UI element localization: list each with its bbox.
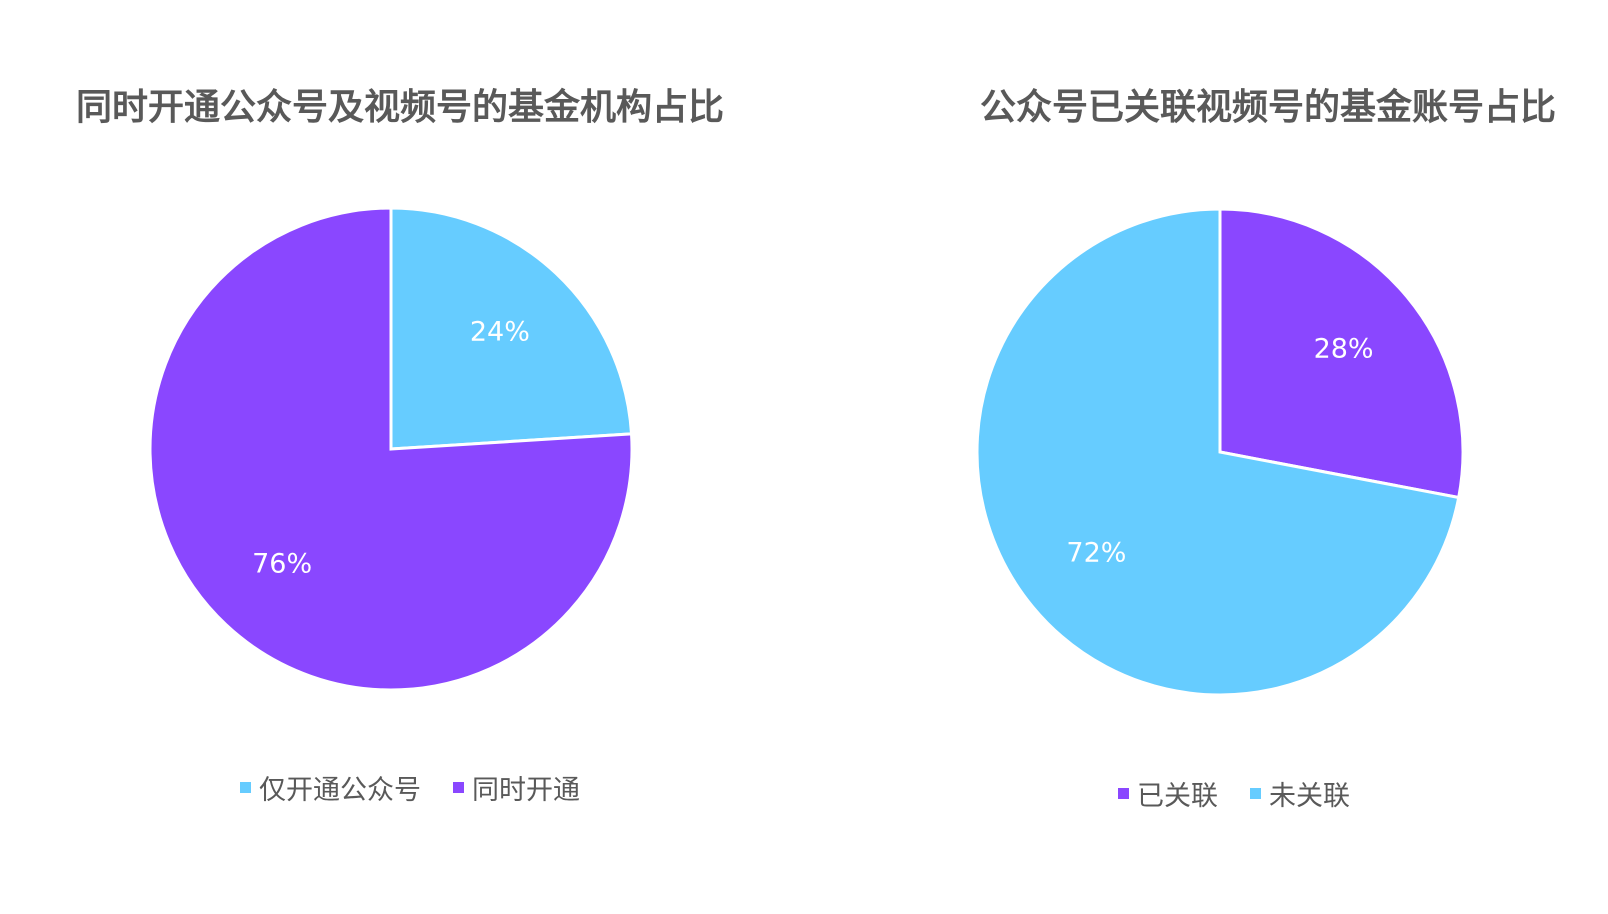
pie-chart-institutions: 24% 76% — [148, 206, 634, 692]
legend-item-not-linked: 未关联 — [1250, 774, 1350, 813]
pie-slice-2 — [975, 207, 1461, 697]
chart-legend: 已关联 未关联 — [1118, 774, 1350, 813]
pie-slice-1 — [389, 206, 634, 451]
pie-slice-1 — [1218, 207, 1465, 500]
legend-item-both: 同时开通 — [453, 768, 580, 807]
legend-label: 仅开通公众号 — [259, 775, 421, 806]
legend-swatch — [1118, 788, 1129, 799]
data-label-2: 72% — [1066, 538, 1126, 569]
chart-title: 公众号已关联视频号的基金账号占比 — [979, 87, 1556, 128]
chart-panel-accounts: 公众号已关联视频号的基金账号占比 28% 72% 已关联 未关联 — [800, 0, 1608, 914]
legend-swatch — [1250, 788, 1261, 799]
pie-slice-2 — [148, 206, 634, 692]
legend-swatch — [453, 782, 464, 793]
chart-panel-institutions: 同时开通公众号及视频号的基金机构占比 24% 76% 仅开通公众号 同时开通 — [0, 0, 800, 914]
chart-title: 同时开通公众号及视频号的基金机构占比 — [76, 87, 725, 128]
legend-label: 未关联 — [1269, 781, 1350, 812]
data-label-1: 24% — [470, 317, 530, 348]
data-label-2: 76% — [252, 548, 312, 579]
chart-legend: 仅开通公众号 同时开通 — [240, 768, 580, 807]
legend-item-only-official: 仅开通公众号 — [240, 768, 421, 807]
legend-label: 同时开通 — [472, 775, 580, 806]
data-label-1: 28% — [1314, 333, 1374, 364]
legend-item-linked: 已关联 — [1118, 774, 1218, 813]
legend-label: 已关联 — [1137, 781, 1218, 812]
pie-chart-accounts: 28% 72% — [975, 207, 1465, 697]
legend-swatch — [240, 782, 251, 793]
